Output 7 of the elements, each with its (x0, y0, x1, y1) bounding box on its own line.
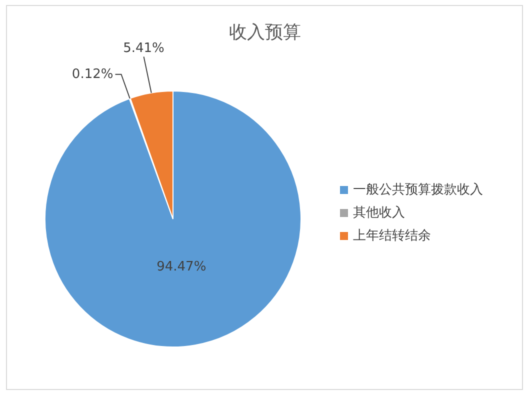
legend-label: 一般公共预算拨款收入 (353, 182, 483, 198)
chart-title: 收入预算 (229, 22, 301, 43)
data-label: 0.12% (72, 66, 114, 82)
legend-label: 上年结转结余 (353, 228, 431, 244)
data-label: 94.47% (156, 259, 206, 274)
legend-label: 其他收入 (353, 206, 405, 221)
data-label: 5.41% (123, 41, 164, 56)
